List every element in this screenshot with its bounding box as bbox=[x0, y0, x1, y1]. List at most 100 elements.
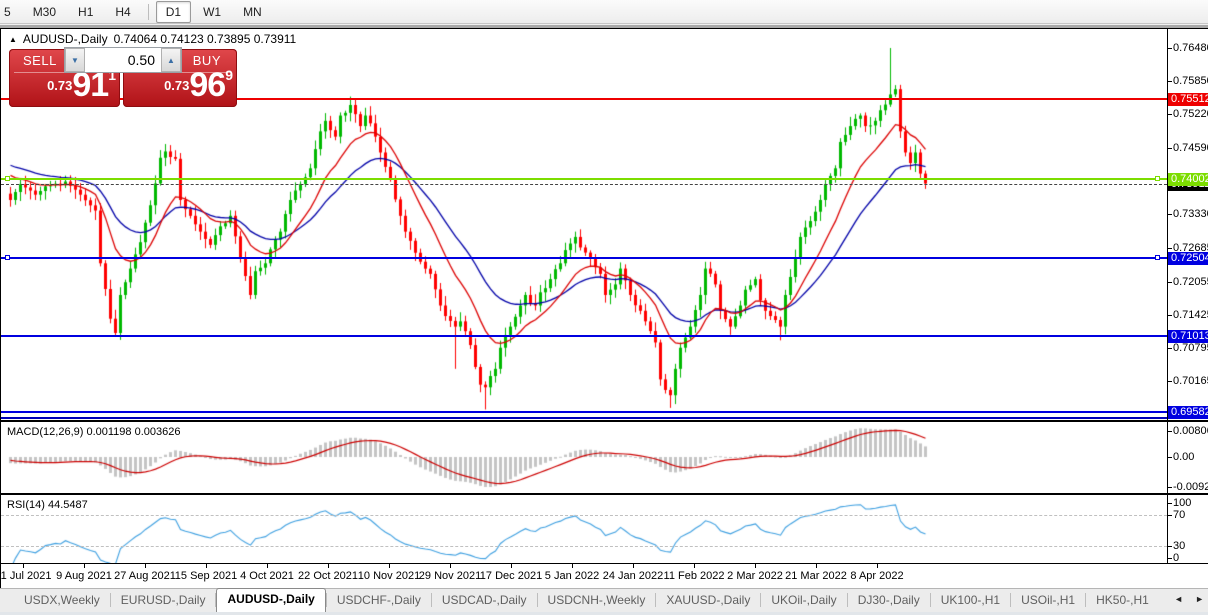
tab-separator bbox=[846, 593, 848, 607]
timeframe-button-H4[interactable]: H4 bbox=[115, 4, 131, 19]
sell-button[interactable]: SELL bbox=[23, 53, 57, 68]
tab-separator bbox=[215, 593, 217, 607]
timeframe-button-5[interactable]: 5 bbox=[4, 4, 11, 19]
timeframe-button-H1[interactable]: H1 bbox=[78, 4, 94, 19]
rsi-axis-label: 100 bbox=[1173, 497, 1192, 509]
resistance-line-red-badge: 0.75512 bbox=[1168, 93, 1208, 106]
date-axis-label: 15 Sep 2021 bbox=[174, 570, 238, 582]
line-handle-right[interactable] bbox=[1155, 176, 1160, 181]
tab-scroll-left-icon[interactable]: ◄ bbox=[1174, 594, 1184, 604]
tab-separator bbox=[760, 593, 762, 607]
sell-price-sup: 1 bbox=[108, 67, 116, 83]
timeframe-button-D1[interactable]: D1 bbox=[155, 0, 192, 23]
volume-stepper: ▼ ▲ bbox=[64, 47, 182, 73]
chart-tab-usdx-weekly[interactable]: USDX,Weekly bbox=[24, 593, 100, 607]
date-axis-tick bbox=[450, 564, 451, 568]
tab-scroll-buttons: ◄ ► bbox=[1174, 594, 1204, 604]
axis-tick-mark bbox=[1168, 81, 1172, 82]
macd-canvas[interactable] bbox=[1, 423, 1167, 493]
price-axis-line bbox=[1167, 29, 1168, 563]
date-axis-label: 24 Jan 2022 bbox=[602, 570, 664, 582]
chart-tab-usdcnh-weekly[interactable]: USDCNH-,Weekly bbox=[547, 593, 646, 607]
chart-title-row: ▲ AUDUSD-,Daily 0.74064 0.74123 0.73895 … bbox=[9, 32, 296, 46]
price-axis-label: 0.70165 bbox=[1173, 375, 1208, 387]
rsi-level-line bbox=[1, 546, 1167, 547]
macd-axis-label: 0.00 bbox=[1173, 451, 1195, 463]
chart-tab-xauusd-daily[interactable]: XAUUSD-,Daily bbox=[666, 593, 751, 607]
date-axis-tick bbox=[755, 564, 756, 568]
support-line-blue-3[interactable] bbox=[1, 411, 1167, 413]
timeframe-button-M30[interactable]: M30 bbox=[32, 4, 57, 19]
axis-tick-mark bbox=[1168, 457, 1172, 458]
support-line-blue-4[interactable] bbox=[1, 417, 1167, 419]
chart-tab-hk50-h1[interactable]: HK50-,H1 bbox=[1096, 593, 1149, 607]
date-axis-tick bbox=[389, 564, 390, 568]
line-handle-left[interactable] bbox=[5, 255, 10, 260]
resistance-line-red[interactable] bbox=[1, 98, 1167, 100]
tab-separator bbox=[1085, 593, 1087, 607]
date-axis-label: 21 Mar 2022 bbox=[785, 570, 847, 582]
timeframe-button-MN[interactable]: MN bbox=[243, 4, 262, 19]
support-line-blue-1-badge: 0.72504 bbox=[1168, 252, 1208, 265]
axis-tick-mark bbox=[1168, 214, 1172, 215]
rsi-axis-label: 0 bbox=[1173, 552, 1180, 564]
buy-price-sup: 9 bbox=[225, 67, 233, 83]
axis-tick-mark bbox=[1168, 503, 1172, 504]
tab-separator bbox=[929, 593, 931, 607]
sell-price-small: 0.73 bbox=[47, 78, 73, 93]
rsi-level-line bbox=[1, 515, 1167, 516]
axis-tick-mark bbox=[1168, 148, 1172, 149]
tab-separator bbox=[655, 593, 657, 607]
volume-input[interactable] bbox=[85, 48, 161, 72]
support-line-blue-1[interactable] bbox=[1, 255, 1167, 260]
line-handle-left[interactable] bbox=[5, 176, 10, 181]
chart-tab-audusd-daily[interactable]: AUDUSD-,Daily bbox=[216, 588, 326, 612]
collapse-icon[interactable]: ▲ bbox=[9, 34, 17, 44]
buy-price-big: 96 bbox=[189, 66, 226, 104]
axis-tick-mark bbox=[1168, 381, 1172, 382]
support-line-blue-2-badge: 0.71013 bbox=[1168, 330, 1208, 343]
chart-tab-usdcad-daily[interactable]: USDCAD-,Daily bbox=[441, 593, 527, 607]
date-axis-label: 9 Aug 2021 bbox=[56, 570, 112, 582]
date-axis-tick bbox=[145, 564, 146, 568]
bid-price-line bbox=[1, 184, 1167, 185]
tab-separator bbox=[109, 593, 111, 607]
macd-axis-label: 0.008061 bbox=[1173, 425, 1208, 437]
price-axis-label: 0.71425 bbox=[1173, 309, 1208, 321]
rsi-canvas[interactable] bbox=[1, 496, 1167, 563]
tab-scroll-right-icon[interactable]: ► bbox=[1195, 594, 1204, 604]
date-axis[interactable]: 21 Jul 2021 9 Aug 2021 27 Aug 2021 15 Sep 2… bbox=[0, 563, 1208, 589]
timeframe-button-W1[interactable]: W1 bbox=[203, 4, 222, 19]
support-line-blue-2[interactable] bbox=[1, 335, 1167, 337]
date-axis-label: 29 Nov 2021 bbox=[418, 570, 482, 582]
date-axis-label: 8 Apr 2022 bbox=[850, 570, 904, 582]
date-axis-label: 2 Mar 2022 bbox=[727, 570, 783, 582]
chart-tab-dj30-daily[interactable]: DJ30-,Daily bbox=[857, 593, 920, 607]
buy-button[interactable]: BUY bbox=[192, 53, 221, 68]
tab-separator bbox=[430, 593, 432, 607]
timeframe-toolbar: 5 M30 H1 H4 D1 W1 MN bbox=[0, 0, 1208, 24]
panel-separator[interactable] bbox=[1, 420, 1208, 422]
chart-tab-usdchf-daily[interactable]: USDCHF-,Daily bbox=[336, 593, 421, 607]
support-line-green[interactable] bbox=[1, 176, 1167, 181]
buy-price-small: 0.73 bbox=[164, 78, 190, 93]
volume-decrease-button[interactable]: ▼ bbox=[65, 48, 85, 72]
chart-ohlc-values: 0.74064 0.74123 0.73895 0.73911 bbox=[113, 32, 297, 46]
axis-tick-mark bbox=[1168, 48, 1172, 49]
axis-tick-mark bbox=[1168, 114, 1172, 115]
axis-tick-mark bbox=[1168, 282, 1172, 283]
date-axis-tick bbox=[572, 564, 573, 568]
date-axis-label: 11 Feb 2022 bbox=[663, 570, 725, 582]
tab-separator bbox=[536, 593, 538, 607]
chart-tab-ukoil-daily[interactable]: UKOil-,Daily bbox=[771, 593, 837, 607]
line-handle-right[interactable] bbox=[1155, 255, 1160, 260]
chart-tab-usoil-h1[interactable]: USOil-,H1 bbox=[1021, 593, 1076, 607]
toolbar-divider bbox=[147, 3, 149, 20]
volume-increase-button[interactable]: ▲ bbox=[161, 48, 181, 72]
date-axis-tick bbox=[511, 564, 512, 568]
panel-separator[interactable] bbox=[1, 493, 1208, 495]
chart-tab-uk100-h1[interactable]: UK100-,H1 bbox=[940, 593, 1001, 607]
chart-tab-eurusd-daily[interactable]: EURUSD-,Daily bbox=[120, 593, 206, 607]
